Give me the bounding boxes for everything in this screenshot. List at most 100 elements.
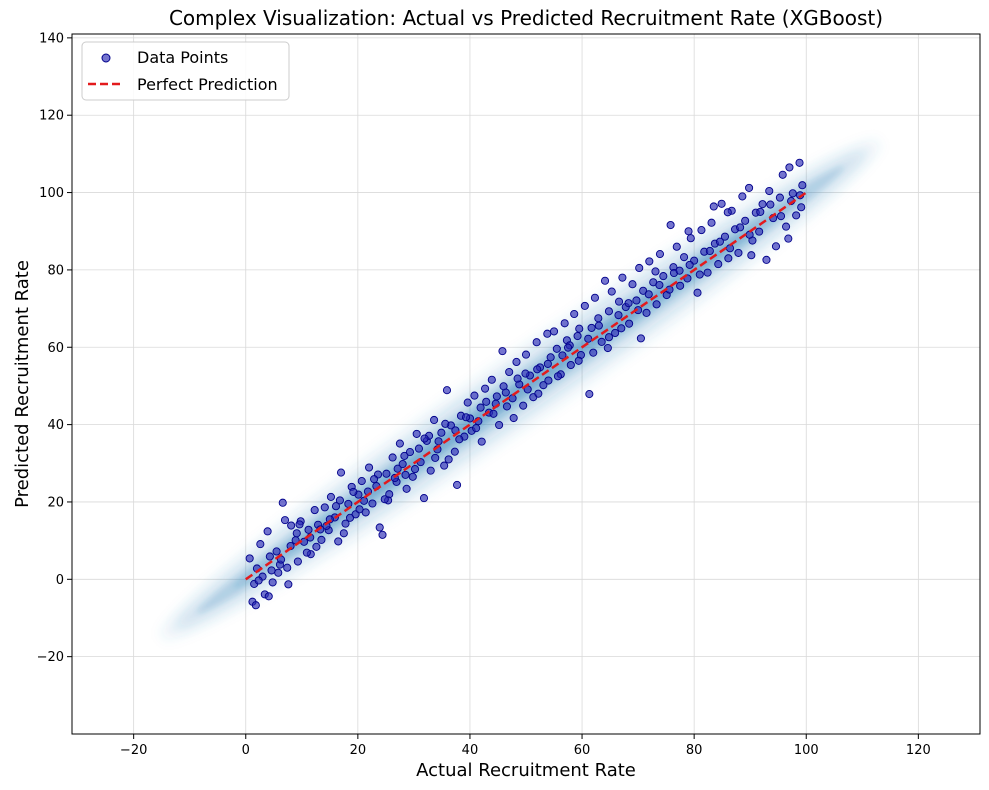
data-point bbox=[521, 369, 530, 378]
data-point bbox=[401, 470, 410, 479]
data-point bbox=[519, 401, 528, 410]
data-point bbox=[604, 333, 614, 342]
data-point bbox=[272, 547, 281, 556]
data-point bbox=[400, 451, 409, 460]
data-point bbox=[450, 447, 459, 456]
data-point bbox=[684, 227, 693, 236]
data-point bbox=[539, 381, 548, 390]
y-tick-label: 120 bbox=[39, 109, 64, 124]
data-point bbox=[476, 403, 485, 412]
data-point bbox=[785, 163, 794, 172]
data-point bbox=[611, 328, 620, 338]
data-point bbox=[560, 319, 569, 328]
x-tick-label: 0 bbox=[242, 743, 250, 758]
y-axis: −20 0 20 40 60 80 100 120 140 bbox=[37, 31, 72, 665]
data-point bbox=[263, 527, 272, 536]
data-point bbox=[709, 202, 718, 211]
data-point bbox=[594, 321, 603, 330]
data-point bbox=[703, 268, 712, 277]
data-point bbox=[544, 376, 553, 385]
y-tick-label: 0 bbox=[56, 573, 64, 588]
data-point bbox=[642, 308, 651, 317]
data-point bbox=[584, 334, 593, 343]
data-point bbox=[532, 338, 541, 347]
data-point bbox=[455, 435, 464, 444]
data-point bbox=[624, 299, 633, 308]
data-point bbox=[533, 365, 542, 374]
data-point bbox=[756, 207, 765, 216]
data-point bbox=[574, 356, 583, 365]
data-point bbox=[697, 226, 706, 235]
data-point bbox=[617, 324, 626, 333]
data-point bbox=[267, 566, 276, 575]
data-point bbox=[693, 288, 702, 297]
y-tick-label: 40 bbox=[47, 418, 64, 433]
data-point bbox=[331, 502, 341, 511]
data-point bbox=[607, 287, 616, 296]
data-point bbox=[251, 601, 260, 610]
data-point bbox=[604, 307, 614, 316]
x-tick-label: 80 bbox=[686, 743, 703, 758]
data-point bbox=[426, 466, 435, 475]
data-point bbox=[508, 394, 517, 403]
legend-marker-data-points bbox=[101, 53, 111, 63]
data-point bbox=[320, 503, 329, 512]
data-point bbox=[755, 227, 764, 236]
data-point bbox=[395, 439, 404, 448]
data-point bbox=[720, 232, 730, 241]
data-point bbox=[326, 492, 335, 501]
data-point bbox=[341, 519, 350, 528]
data-point bbox=[625, 319, 634, 328]
data-point bbox=[590, 293, 599, 302]
data-point bbox=[265, 552, 274, 561]
data-point bbox=[378, 530, 387, 539]
data-point bbox=[549, 327, 559, 336]
data-point bbox=[546, 353, 555, 362]
x-tick-label: −20 bbox=[120, 743, 147, 758]
data-point bbox=[685, 260, 694, 269]
data-point bbox=[707, 218, 716, 227]
perfect-prediction-line bbox=[245, 191, 807, 581]
data-point bbox=[304, 525, 313, 534]
data-point bbox=[295, 520, 304, 529]
data-point bbox=[736, 223, 745, 232]
data-point bbox=[552, 344, 561, 353]
data-point bbox=[430, 415, 439, 425]
data-point bbox=[741, 216, 750, 225]
data-point bbox=[635, 263, 644, 273]
perfect-prediction-series bbox=[245, 191, 807, 581]
data-point bbox=[655, 280, 664, 290]
data-point bbox=[264, 592, 273, 601]
data-point bbox=[797, 203, 806, 212]
data-point bbox=[472, 424, 481, 433]
data-point bbox=[765, 186, 774, 196]
x-tick-label: 40 bbox=[462, 743, 479, 758]
data-point bbox=[558, 351, 567, 360]
data-point bbox=[512, 357, 521, 367]
data-point bbox=[431, 453, 440, 462]
data-point bbox=[603, 343, 612, 353]
data-point bbox=[758, 200, 767, 209]
data-point bbox=[798, 181, 807, 190]
legend-label-data-points: Data Points bbox=[137, 48, 228, 67]
data-point bbox=[357, 477, 366, 486]
data-point bbox=[788, 189, 797, 198]
data-point bbox=[636, 334, 645, 343]
data-point bbox=[715, 237, 724, 246]
data-point bbox=[284, 580, 293, 589]
data-point bbox=[489, 409, 498, 418]
data-point bbox=[666, 220, 675, 230]
data-point bbox=[645, 257, 654, 266]
data-point bbox=[405, 448, 415, 457]
data-point bbox=[380, 495, 389, 504]
data-point bbox=[575, 324, 584, 333]
data-point bbox=[589, 348, 598, 357]
data-point bbox=[782, 222, 791, 231]
data-point bbox=[717, 199, 726, 208]
data-point bbox=[734, 248, 743, 257]
data-point bbox=[509, 413, 518, 423]
data-point bbox=[481, 384, 490, 393]
data-point bbox=[676, 281, 685, 290]
data-point bbox=[766, 200, 775, 209]
data-point bbox=[302, 548, 311, 557]
